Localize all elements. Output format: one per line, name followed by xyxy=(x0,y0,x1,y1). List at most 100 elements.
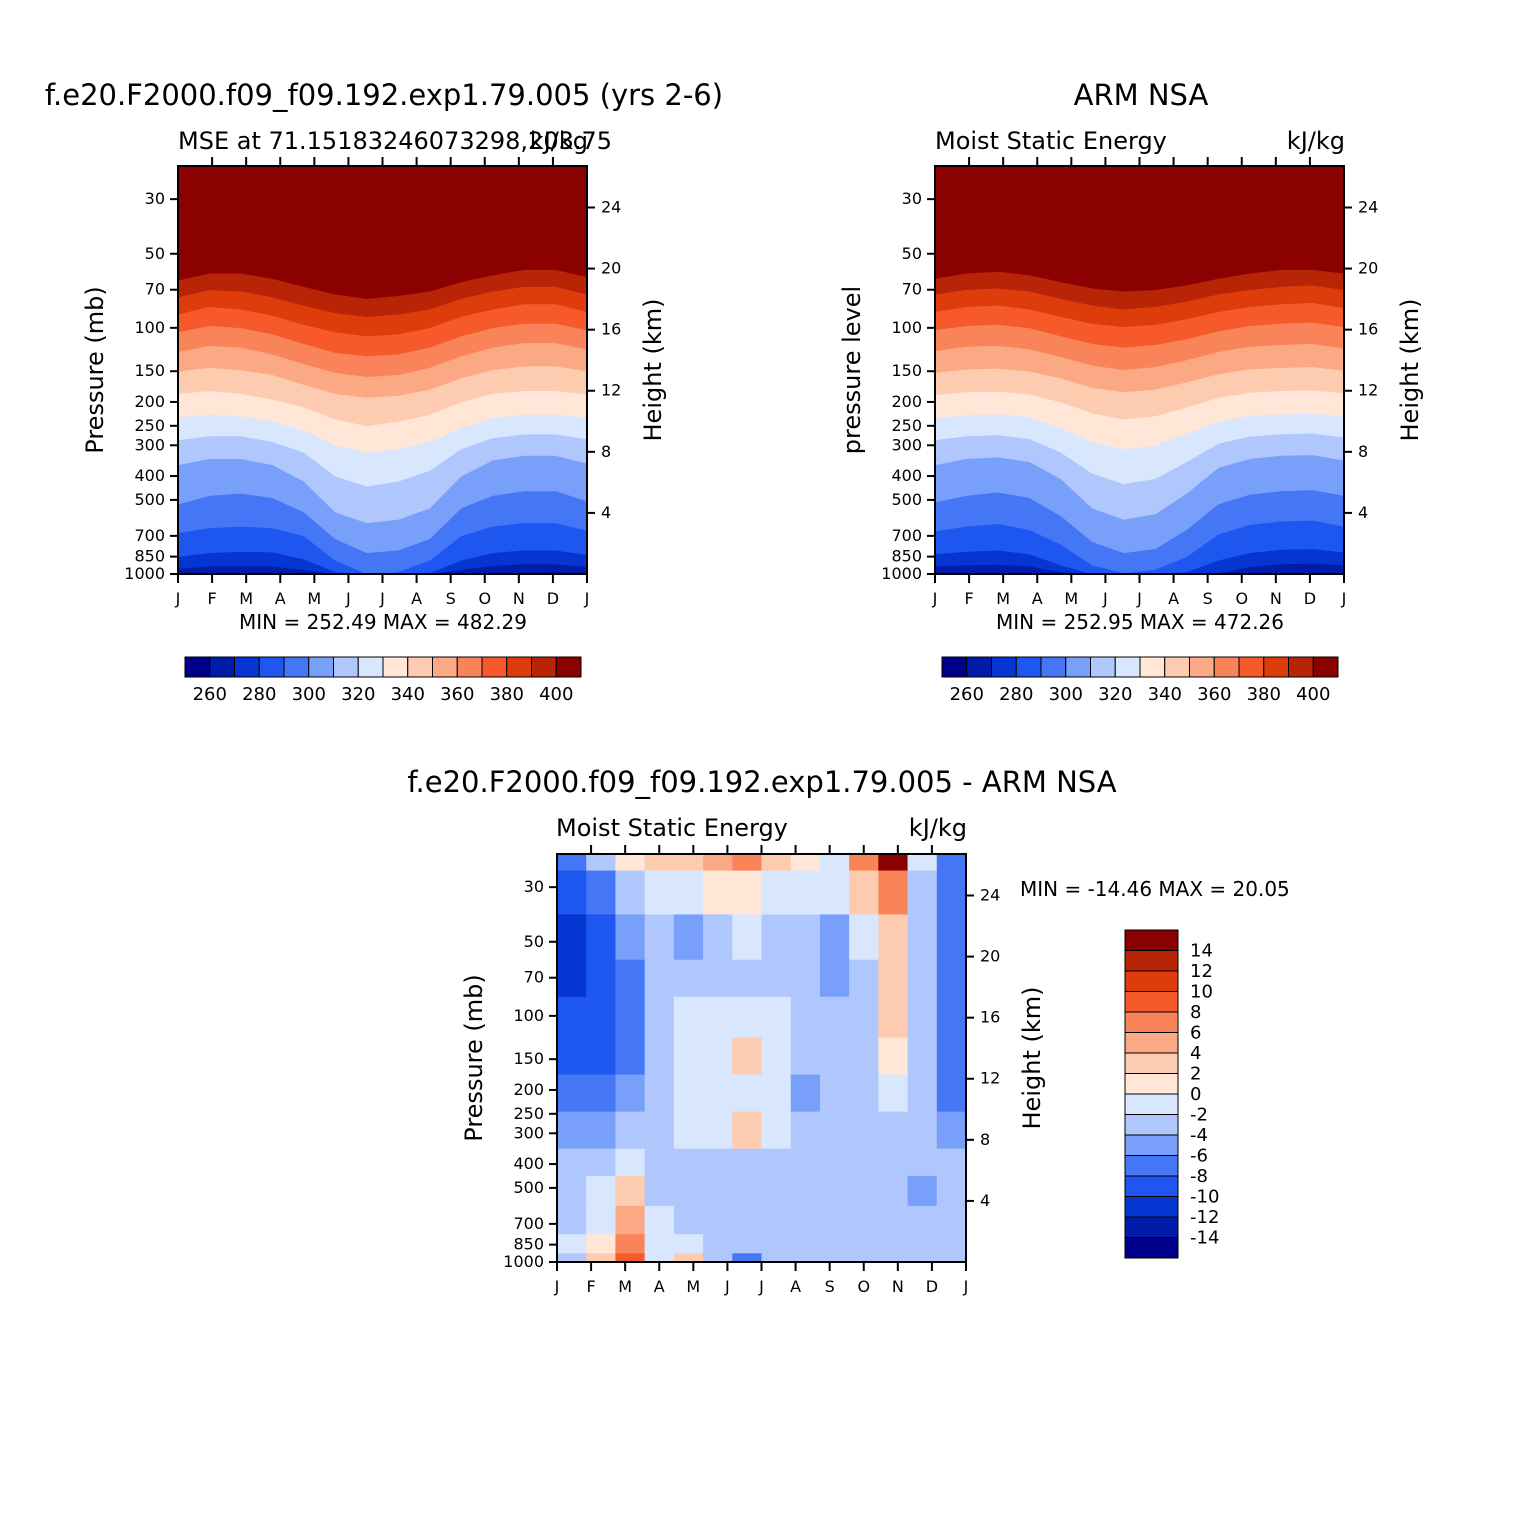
obs-ylabel: pressure level xyxy=(838,286,866,454)
colorbar-label: -14 xyxy=(1190,1228,1219,1249)
colorbar-box xyxy=(1124,1175,1179,1197)
colorbar-label: 10 xyxy=(1190,982,1213,1003)
pressure-tick-label: 150 xyxy=(513,1049,544,1068)
contour-cell xyxy=(936,1074,967,1113)
contour-cell xyxy=(673,959,704,998)
contour-cell xyxy=(644,1234,675,1254)
colorbar-label: 300 xyxy=(292,684,326,705)
pressure-tick-label: 300 xyxy=(891,435,922,454)
month-tick-label: J xyxy=(963,1277,969,1296)
colorbar-box xyxy=(966,656,992,678)
month-tick-label: J xyxy=(1102,589,1108,608)
colorbar-box xyxy=(1124,1032,1179,1054)
contour-cell xyxy=(586,1205,617,1235)
contour-cell xyxy=(673,1175,704,1207)
contour-cell xyxy=(819,1148,850,1177)
contour-cell xyxy=(849,870,879,916)
colorbar-box xyxy=(1312,656,1339,678)
contour-cell xyxy=(644,996,675,1039)
contour-cell xyxy=(615,854,646,872)
contour-cell xyxy=(732,959,763,998)
obs-minmax: MIN = 252.95 MAX = 472.26 xyxy=(996,610,1284,634)
month-tick-label: J xyxy=(379,589,385,608)
contour-cell xyxy=(673,1148,704,1177)
contour-cell xyxy=(644,1205,675,1235)
contour-cell xyxy=(615,1253,646,1263)
month-tick-label: D xyxy=(1304,589,1316,608)
contour-cell xyxy=(644,1074,675,1113)
diff-minmax: MIN = -14.46 MAX = 20.05 xyxy=(1020,877,1290,901)
height-tick-label: 24 xyxy=(1358,197,1378,216)
contour-cell xyxy=(732,1148,763,1177)
contour-cell xyxy=(615,1148,646,1177)
month-tick-label: N xyxy=(1270,589,1282,608)
height-tick-label: 12 xyxy=(1358,381,1378,400)
contour-cell xyxy=(849,1253,879,1263)
contour-cell xyxy=(615,1074,646,1113)
contour-cell xyxy=(703,1175,733,1207)
contour-cell xyxy=(790,914,821,961)
contour-cell xyxy=(790,854,821,872)
colorbar-box xyxy=(357,656,384,678)
colorbar-label: -12 xyxy=(1190,1207,1219,1228)
colorbar-box xyxy=(1124,1134,1179,1156)
month-tick-label: S xyxy=(825,1277,835,1296)
colorbar-label: 300 xyxy=(1049,684,1083,705)
contour-cell xyxy=(936,996,967,1039)
contour-cell xyxy=(673,914,704,961)
pressure-tick-label: 400 xyxy=(891,466,922,485)
colorbar-label: 4 xyxy=(1190,1043,1201,1064)
month-tick-label: A xyxy=(275,589,286,608)
contour-cell xyxy=(907,1074,938,1113)
panel-model: f.e20.F2000.f09_f09.192.exp1.79.005 (yrs… xyxy=(45,78,723,705)
contour-cell xyxy=(703,1205,733,1235)
contour-cell xyxy=(732,996,763,1039)
contour-cell xyxy=(849,914,879,961)
contour-cell xyxy=(790,1111,821,1150)
contour-cell xyxy=(819,914,850,961)
contour-cell xyxy=(615,1205,646,1235)
contour-cell xyxy=(557,854,587,872)
colorbar-box xyxy=(1124,1237,1179,1259)
contour-cell xyxy=(732,1205,763,1235)
contour-cell xyxy=(936,1253,967,1263)
contour-cell xyxy=(907,1148,938,1177)
pressure-tick-label: 30 xyxy=(524,877,544,896)
colorbar-label: 400 xyxy=(539,684,573,705)
contour-cell xyxy=(703,870,733,916)
contour-cell xyxy=(615,1111,646,1150)
colorbar-label: 320 xyxy=(1098,684,1132,705)
colorbar-box xyxy=(1124,991,1179,1013)
pressure-tick-label: 700 xyxy=(513,1214,544,1233)
colorbar-label: 380 xyxy=(1247,684,1281,705)
contour-cell xyxy=(586,854,617,872)
colorbar-label: 260 xyxy=(193,684,227,705)
colorbar-label: -4 xyxy=(1190,1125,1208,1146)
contour-cell xyxy=(819,1253,850,1263)
diff-ylabel: Pressure (mb) xyxy=(460,974,488,1141)
month-tick-label: F xyxy=(964,589,973,608)
contour-cell xyxy=(819,870,850,916)
diff-y2label: Height (km) xyxy=(1018,987,1046,1130)
colorbar-label: 320 xyxy=(341,684,375,705)
height-tick-label: 4 xyxy=(980,1191,990,1210)
contour-cell xyxy=(878,854,909,872)
height-tick-label: 20 xyxy=(601,259,621,278)
contour-cell xyxy=(936,1037,967,1076)
contour-cell xyxy=(907,854,938,872)
colorbar-label: 2 xyxy=(1190,1064,1201,1085)
height-tick-label: 12 xyxy=(601,381,621,400)
colorbar-label: 0 xyxy=(1190,1084,1201,1105)
month-tick-label: D xyxy=(547,589,559,608)
model-colorbar: 260 280 300 320 340 360 380 400 xyxy=(184,656,582,705)
contour-cell xyxy=(615,1175,646,1207)
model-subtitle-left: MSE at 71.15183246073298,203.75 xyxy=(178,127,612,155)
contour-cell xyxy=(936,959,967,998)
contour-cell xyxy=(907,870,938,916)
contour-cell xyxy=(878,1148,909,1177)
contour-cell xyxy=(761,1253,792,1263)
colorbar-label: 280 xyxy=(999,684,1033,705)
